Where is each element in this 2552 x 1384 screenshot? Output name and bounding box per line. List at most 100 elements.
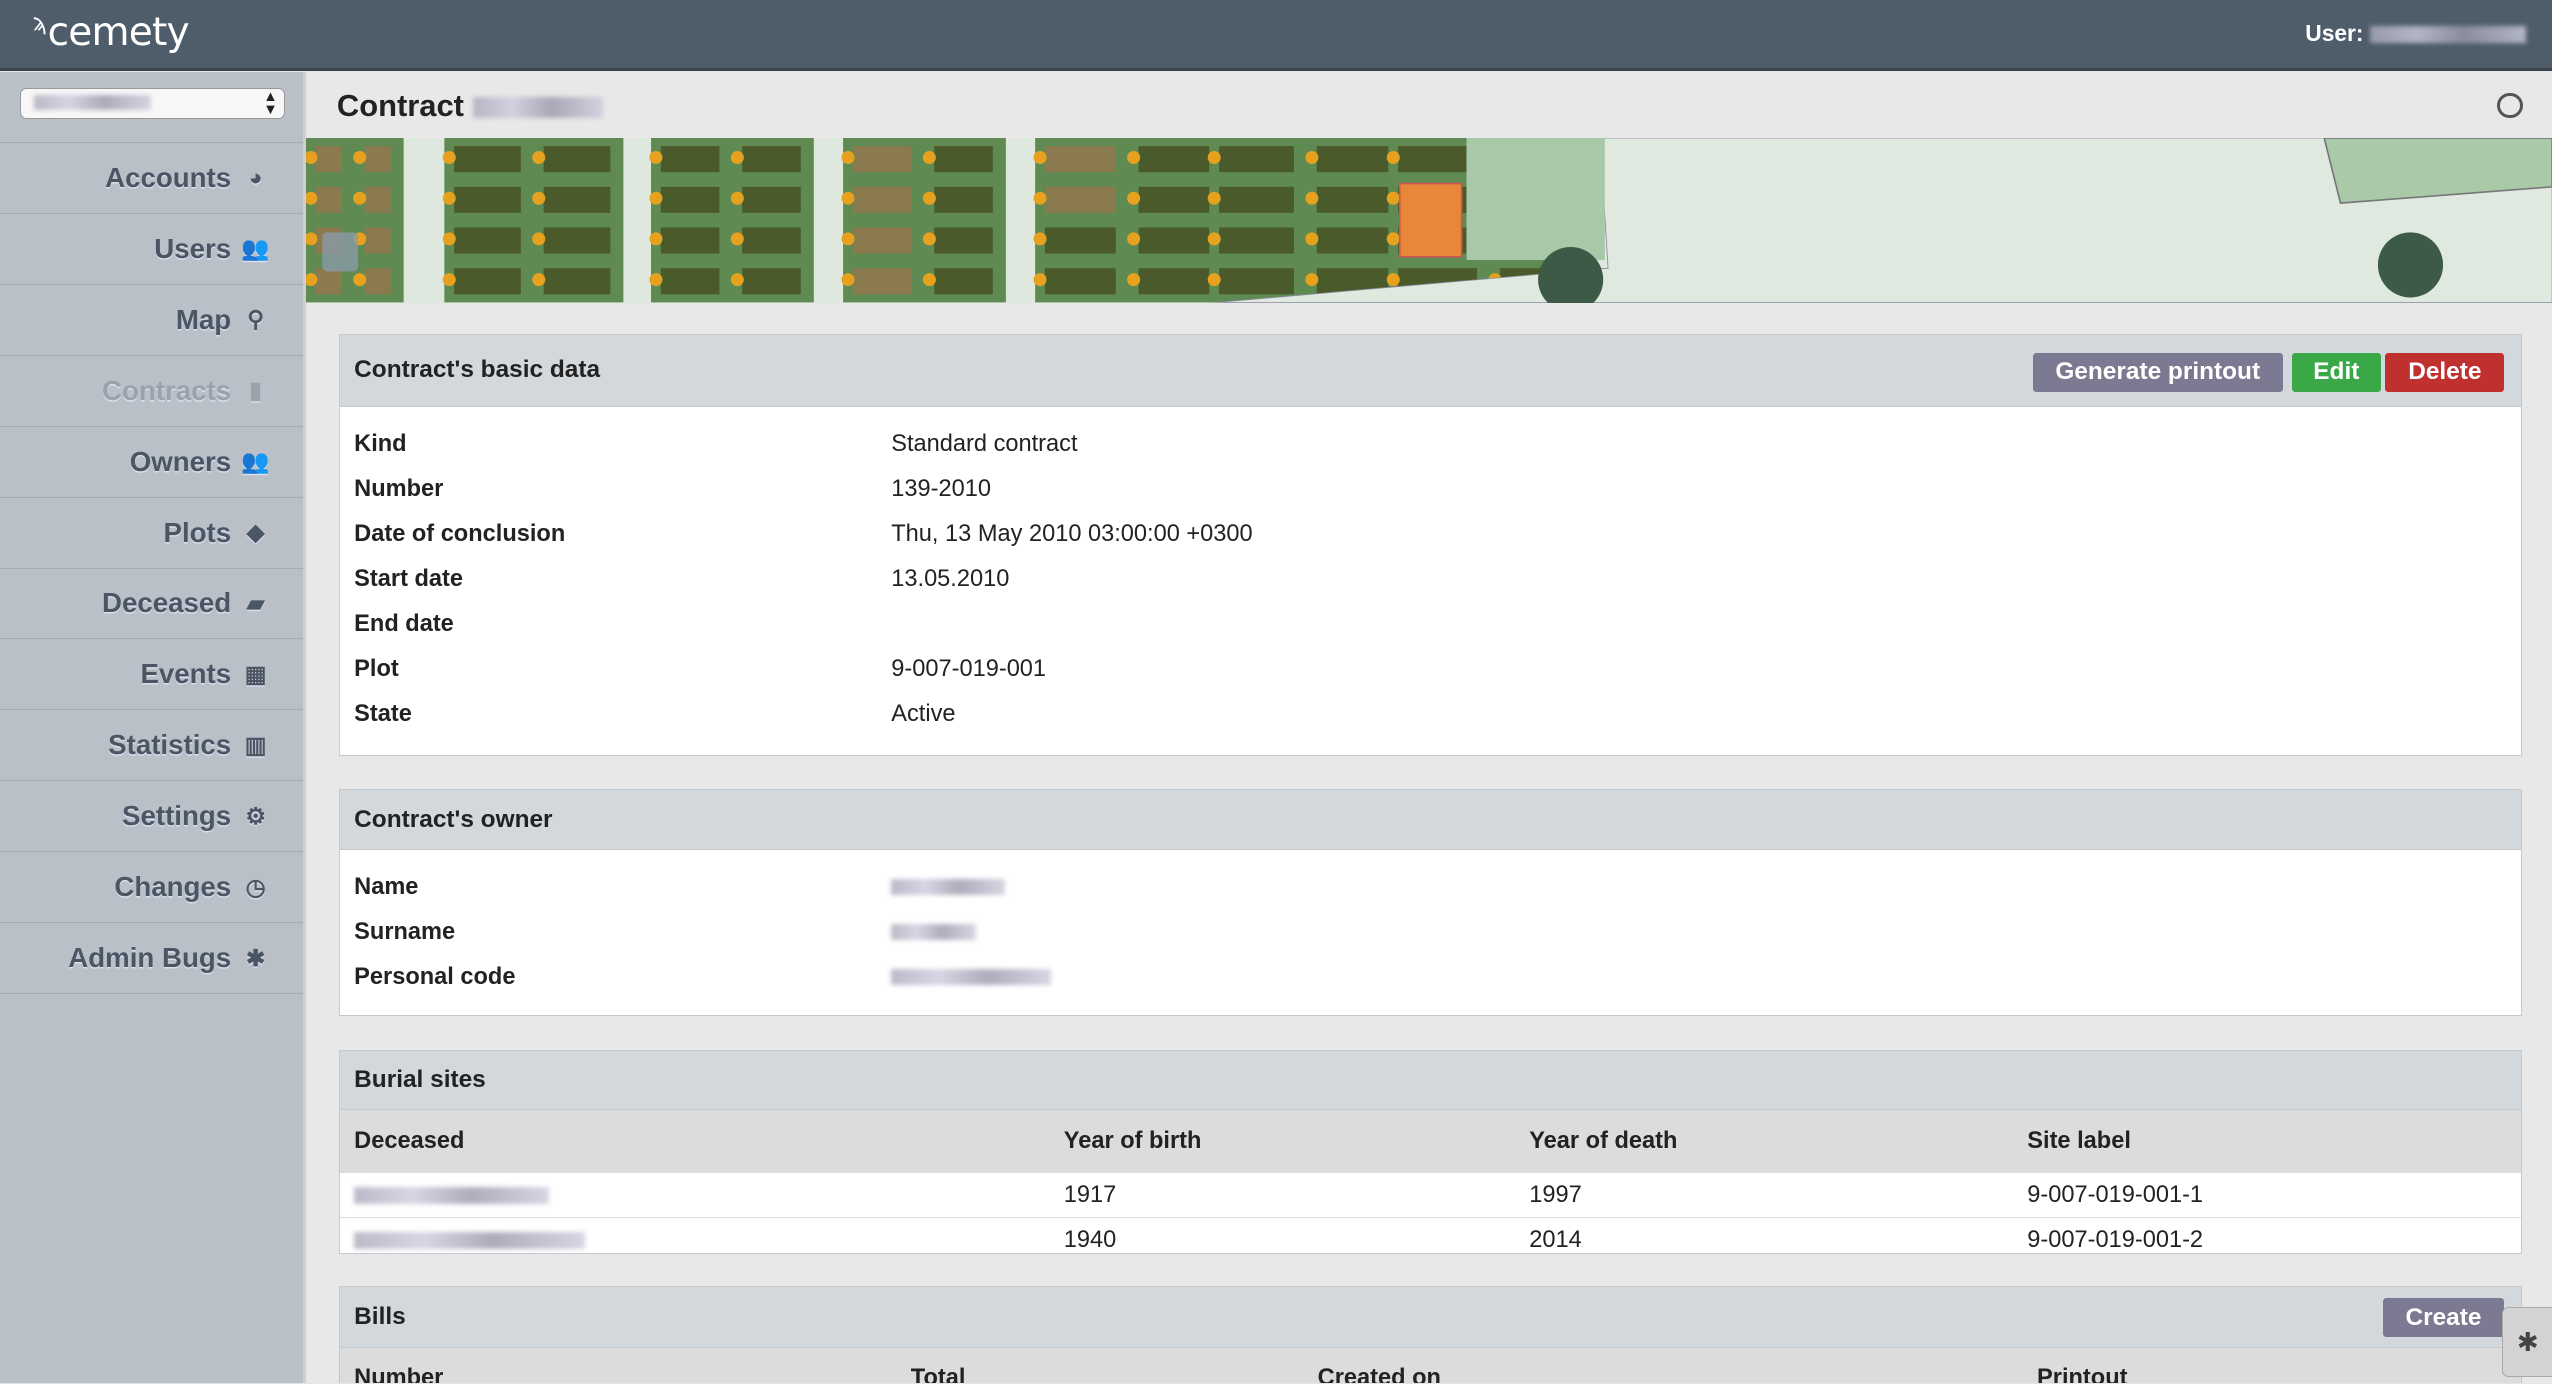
edit-button[interactable]: Edit: [2292, 352, 2381, 392]
plot-marker[interactable]: [649, 192, 663, 206]
bug-report-tab[interactable]: ✱: [2501, 1306, 2552, 1378]
plot-marker[interactable]: [305, 273, 318, 287]
grave-plot[interactable]: [315, 187, 342, 214]
plot-marker[interactable]: [532, 151, 546, 165]
plot-map[interactable]: [305, 138, 2552, 303]
plot-marker[interactable]: [353, 273, 367, 287]
plot-marker[interactable]: [442, 273, 456, 287]
logo[interactable]: ϡcemety: [33, 10, 190, 55]
grave-plot[interactable]: [1316, 187, 1392, 214]
plot-marker[interactable]: [532, 192, 546, 206]
grave-plot[interactable]: [934, 268, 993, 295]
plot-marker[interactable]: [730, 192, 744, 206]
plot-marker[interactable]: [841, 273, 855, 287]
grave-plot[interactable]: [742, 146, 801, 173]
generate-printout-button[interactable]: Generate printout: [2032, 352, 2283, 392]
plot-marker[interactable]: [1127, 192, 1141, 206]
sidebar-item-contracts[interactable]: Contracts ▮: [0, 354, 303, 426]
table-row[interactable]: 1917 1997 9-007-019-001-1: [339, 1172, 2521, 1218]
grave-plot[interactable]: [1219, 187, 1294, 214]
grave-plot[interactable]: [934, 146, 993, 173]
grave-plot[interactable]: [1138, 187, 1210, 214]
grave-plot[interactable]: [315, 146, 342, 173]
plot-marker[interactable]: [841, 232, 855, 246]
grave-plot[interactable]: [660, 227, 720, 254]
plot-marker[interactable]: [1207, 273, 1221, 287]
plot-marker[interactable]: [1305, 192, 1319, 206]
plot-marker[interactable]: [1305, 151, 1319, 165]
grave-plot[interactable]: [454, 146, 521, 173]
grave-plot[interactable]: [315, 268, 342, 295]
cemetery-select[interactable]: ▲ ▼: [19, 87, 286, 120]
grave-plot[interactable]: [543, 187, 611, 214]
sidebar-item-settings[interactable]: Settings ⚙: [0, 780, 303, 851]
grave-plot[interactable]: [934, 187, 993, 214]
grave-plot[interactable]: [543, 146, 611, 173]
plot-marker[interactable]: [442, 192, 456, 206]
plot-marker[interactable]: [730, 273, 744, 287]
plot-marker[interactable]: [922, 273, 936, 287]
plot-marker[interactable]: [532, 232, 546, 246]
plot-marker[interactable]: [1033, 273, 1047, 287]
plot-marker[interactable]: [841, 192, 855, 206]
fullscreen-button[interactable]: [322, 232, 359, 272]
grave-plot[interactable]: [1138, 227, 1210, 254]
plot-marker[interactable]: [1386, 232, 1400, 246]
table-row[interactable]: 1940 2014 9-007-019-001-2: [339, 1217, 2521, 1263]
plot-marker[interactable]: [922, 232, 936, 246]
sidebar-item-changes[interactable]: Changes ◷: [0, 851, 303, 922]
plot-marker[interactable]: [1127, 232, 1141, 246]
grave-plot[interactable]: [364, 268, 391, 295]
grave-plot[interactable]: [1219, 227, 1294, 254]
grave-plot[interactable]: [1044, 227, 1116, 254]
plot-marker[interactable]: [1033, 192, 1047, 206]
plot-link[interactable]: 9-007-019-001: [891, 656, 1047, 683]
grave-plot[interactable]: [742, 268, 801, 295]
grave-plot[interactable]: [1316, 227, 1392, 254]
grave-plot[interactable]: [1398, 146, 1478, 173]
plot-marker[interactable]: [922, 151, 936, 165]
map-canvas[interactable]: [305, 138, 2552, 303]
plot-marker[interactable]: [1207, 151, 1221, 165]
grave-plot[interactable]: [1044, 187, 1116, 214]
grave-plot[interactable]: [660, 268, 720, 295]
grave-plot[interactable]: [543, 268, 611, 295]
sidebar-item-map[interactable]: Map ⚲: [0, 283, 303, 355]
plot-marker[interactable]: [730, 232, 744, 246]
plot-marker[interactable]: [841, 151, 855, 165]
plot-marker[interactable]: [353, 151, 367, 165]
plot-marker[interactable]: [1127, 151, 1141, 165]
grave-plot[interactable]: [454, 268, 521, 295]
grave-plot[interactable]: [852, 146, 912, 173]
sidebar-item-deceased[interactable]: Deceased ▰: [0, 567, 303, 639]
plot-marker[interactable]: [1305, 232, 1319, 246]
grave-plot[interactable]: [742, 187, 801, 214]
delete-button[interactable]: Delete: [2385, 352, 2505, 392]
user-menu[interactable]: User:: [2305, 20, 2527, 47]
plot-marker[interactable]: [532, 273, 546, 287]
sidebar-item-admin-bugs[interactable]: Admin Bugs ✱: [0, 922, 303, 995]
plot-marker[interactable]: [922, 192, 936, 206]
plot-marker[interactable]: [1207, 232, 1221, 246]
plot-marker[interactable]: [305, 192, 318, 206]
grave-plot[interactable]: [1138, 146, 1210, 173]
grave-plot[interactable]: [660, 146, 720, 173]
plot-marker[interactable]: [649, 151, 663, 165]
plot-marker[interactable]: [1033, 232, 1047, 246]
history-clock-icon[interactable]: [2497, 92, 2523, 119]
grave-plot[interactable]: [1219, 268, 1294, 295]
plot-marker[interactable]: [305, 151, 318, 165]
plot-marker[interactable]: [442, 151, 456, 165]
sidebar-item-plots[interactable]: Plots ◆: [0, 496, 303, 568]
grave-plot[interactable]: [1044, 146, 1116, 173]
grave-plot[interactable]: [364, 146, 391, 173]
grave-plot[interactable]: [1316, 146, 1392, 173]
grave-plot[interactable]: [1138, 268, 1210, 295]
plot-marker[interactable]: [442, 232, 456, 246]
create-bill-button[interactable]: Create: [2382, 1298, 2505, 1338]
grave-plot[interactable]: [852, 187, 912, 214]
grave-plot[interactable]: [364, 187, 391, 214]
grave-plot[interactable]: [1044, 268, 1116, 295]
grave-plot[interactable]: [454, 227, 521, 254]
grave-plot[interactable]: [934, 227, 993, 254]
